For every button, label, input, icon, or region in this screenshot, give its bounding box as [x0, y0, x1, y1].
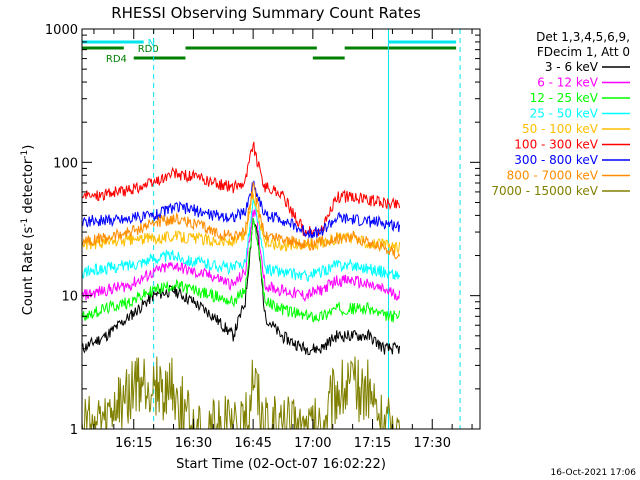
axes: 1 10 100 1000 16:15 16:30 16:45 17:00 17:15 17:30 [45, 23, 480, 451]
y-axis-label-sup1: -1 [20, 218, 30, 227]
x-tick-label-3: 17:00 [294, 436, 331, 451]
y-tick-label-3: 1000 [45, 23, 78, 38]
series-line-0 [81, 218, 401, 356]
legend-label-2: 12 - 25 keV [530, 91, 599, 105]
x-tick-label-0: 16:15 [115, 436, 152, 451]
series-line-7 [81, 182, 401, 260]
series-line-3 [81, 198, 401, 283]
legend-label-1: 6 - 12 keV [537, 76, 599, 90]
legend-label-5: 100 - 300 keV [514, 138, 598, 152]
legend-label-4: 50 - 100 keV [522, 122, 599, 136]
y-tick-label-1: 10 [61, 290, 78, 305]
series-lines [81, 141, 401, 430]
series-line-2 [81, 217, 401, 323]
legend-header-2: FDecim 1, Att 0 [537, 45, 630, 59]
legend-label-7: 800 - 7000 keV [507, 169, 599, 183]
x-tick-label-5: 17:30 [414, 436, 451, 451]
legend-header-1: Det 1,3,4,5,6,9, [536, 30, 630, 44]
y-tick-label-0: 1 [70, 423, 78, 438]
x-axis-label: Start Time (02-Oct-07 16:02:22) [176, 457, 386, 472]
flag-label-rd0: RD0 [138, 44, 159, 55]
chart-title: RHESSI Observing Summary Count Rates [111, 4, 421, 22]
y-axis-label: Count Rate (s-1 detector-1) [20, 145, 36, 316]
legend-label-3: 25 - 50 keV [530, 107, 599, 121]
y-axis-label-mid: detector [21, 158, 36, 218]
x-tick-label-1: 16:30 [175, 436, 212, 451]
flag-label-rd4: RD4 [106, 54, 127, 65]
legend: Det 1,3,4,5,6,9, FDecim 1, Att 0 3 - 6 k… [491, 30, 630, 198]
series-line-1 [81, 209, 401, 303]
series-line-8 [81, 356, 401, 430]
legend-label-6: 300 - 800 keV [514, 153, 598, 167]
y-axis-label-sup2: -1 [20, 150, 30, 159]
flag-label-n: N [148, 38, 155, 49]
y-axis-label-end: ) [21, 145, 36, 150]
footer-timestamp: 16-Oct-2021 17:06 [551, 468, 637, 478]
y-tick-label-2: 100 [53, 156, 78, 171]
y-axis-label-start: Count Rate (s [21, 227, 36, 316]
x-tick-label-4: 17:15 [354, 436, 391, 451]
plot-frame [81, 28, 481, 430]
series-line-5 [81, 141, 401, 238]
legend-label-0: 3 - 6 keV [545, 60, 599, 74]
x-tick-label-2: 16:45 [234, 436, 271, 451]
legend-label-8: 7000 - 15000 keV [491, 184, 598, 198]
vertical-markers [153, 29, 461, 429]
series-line-6 [81, 180, 401, 240]
